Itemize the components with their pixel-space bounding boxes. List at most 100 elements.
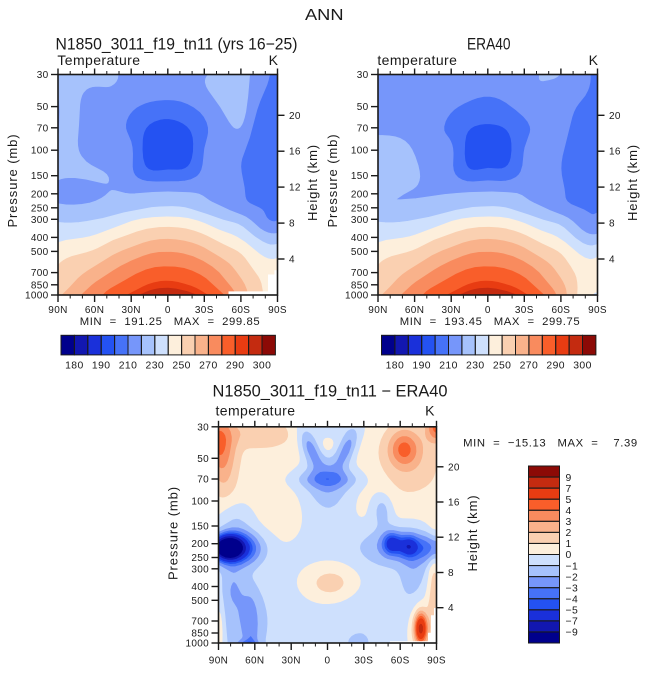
svg-text:Pressure (mb): Pressure (mb): [166, 486, 181, 580]
svg-text:100: 100: [351, 146, 369, 157]
svg-text:30: 30: [357, 70, 369, 81]
svg-text:−3: −3: [566, 583, 579, 594]
svg-text:1000: 1000: [25, 291, 49, 302]
svg-text:4: 4: [289, 255, 295, 266]
svg-text:16: 16: [289, 147, 301, 158]
svg-text:70: 70: [197, 475, 209, 486]
svg-text:−7: −7: [566, 617, 579, 628]
svg-text:200: 200: [31, 189, 49, 200]
svg-text:300: 300: [573, 361, 592, 372]
svg-text:50: 50: [197, 454, 209, 465]
svg-text:500: 500: [191, 596, 209, 607]
svg-text:250: 250: [351, 203, 369, 214]
svg-text:0: 0: [485, 305, 491, 316]
svg-text:180: 180: [65, 361, 84, 372]
svg-text:0: 0: [325, 656, 331, 667]
svg-text:30S: 30S: [195, 305, 214, 316]
svg-text:30N: 30N: [281, 656, 300, 667]
svg-text:300: 300: [253, 361, 272, 372]
svg-text:−4: −4: [566, 595, 579, 606]
svg-text:250: 250: [31, 203, 49, 214]
svg-text:7: 7: [566, 484, 572, 495]
svg-text:90N: 90N: [368, 305, 387, 316]
svg-text:230: 230: [146, 361, 165, 372]
svg-text:60N: 60N: [245, 656, 264, 667]
svg-text:500: 500: [31, 247, 49, 258]
svg-text:300: 300: [31, 215, 49, 226]
svg-text:400: 400: [351, 233, 369, 244]
svg-text:850: 850: [31, 280, 49, 291]
svg-text:3: 3: [566, 517, 572, 528]
svg-text:180: 180: [386, 361, 405, 372]
svg-text:Height (km): Height (km): [625, 144, 640, 221]
svg-text:700: 700: [31, 268, 49, 279]
svg-text:190: 190: [412, 361, 431, 372]
svg-text:MIN = −15.13 MAX = 7.3: MIN = −15.13 MAX = 7.39: [463, 438, 638, 450]
svg-text:K: K: [425, 402, 435, 418]
svg-text:250: 250: [191, 553, 209, 564]
svg-text:30S: 30S: [354, 656, 373, 667]
svg-text:MIN = 193.45 MAX = 299.7: MIN = 193.45 MAX = 299.75: [400, 316, 581, 328]
svg-text:290: 290: [546, 361, 565, 372]
svg-text:60N: 60N: [85, 305, 104, 316]
svg-text:9: 9: [566, 473, 572, 484]
svg-text:−9: −9: [566, 628, 579, 639]
svg-text:30N: 30N: [121, 305, 140, 316]
svg-text:temperature: temperature: [377, 52, 457, 68]
svg-text:16: 16: [448, 498, 460, 509]
svg-text:60N: 60N: [405, 305, 424, 316]
svg-text:270: 270: [199, 361, 218, 372]
svg-text:400: 400: [31, 233, 49, 244]
svg-text:4: 4: [448, 603, 454, 614]
svg-text:100: 100: [31, 146, 49, 157]
svg-text:850: 850: [191, 629, 209, 640]
svg-text:0: 0: [165, 305, 171, 316]
svg-text:K: K: [269, 52, 279, 68]
svg-text:150: 150: [191, 522, 209, 533]
svg-text:ERA40: ERA40: [467, 36, 511, 54]
svg-text:200: 200: [191, 539, 209, 550]
svg-text:190: 190: [92, 361, 111, 372]
svg-text:12: 12: [448, 533, 460, 544]
svg-text:60S: 60S: [391, 656, 410, 667]
svg-text:Height (km): Height (km): [305, 144, 320, 221]
svg-text:400: 400: [191, 582, 209, 593]
svg-text:90S: 90S: [268, 305, 287, 316]
svg-text:Temperature: Temperature: [57, 52, 140, 68]
svg-text:12: 12: [289, 183, 301, 194]
svg-text:50: 50: [357, 102, 369, 113]
svg-text:Pressure (mb): Pressure (mb): [5, 133, 20, 227]
svg-text:K: K: [589, 52, 599, 68]
svg-text:250: 250: [172, 361, 191, 372]
svg-text:8: 8: [448, 568, 454, 579]
svg-text:210: 210: [439, 361, 458, 372]
svg-text:4: 4: [566, 506, 572, 517]
svg-text:8: 8: [609, 219, 615, 230]
svg-text:8: 8: [289, 219, 295, 230]
svg-text:70: 70: [357, 123, 369, 134]
svg-text:90N: 90N: [209, 656, 228, 667]
svg-text:30S: 30S: [515, 305, 534, 316]
svg-text:90S: 90S: [588, 305, 607, 316]
svg-text:2: 2: [566, 528, 572, 539]
svg-text:30: 30: [197, 422, 209, 433]
svg-text:50: 50: [37, 102, 49, 113]
svg-text:−1: −1: [566, 561, 579, 572]
svg-text:30N: 30N: [441, 305, 460, 316]
svg-text:4: 4: [609, 255, 615, 266]
svg-text:90S: 90S: [427, 656, 446, 667]
svg-text:150: 150: [31, 171, 49, 182]
svg-text:−2: −2: [566, 572, 579, 583]
svg-text:20: 20: [289, 111, 301, 122]
svg-text:270: 270: [520, 361, 539, 372]
svg-text:temperature: temperature: [216, 402, 296, 418]
svg-text:20: 20: [448, 462, 460, 473]
svg-text:MIN = 191.25 MAX = 299.8: MIN = 191.25 MAX = 299.85: [80, 316, 261, 328]
svg-text:70: 70: [37, 123, 49, 134]
svg-text:700: 700: [191, 617, 209, 628]
svg-text:12: 12: [609, 183, 621, 194]
svg-text:Pressure (mb): Pressure (mb): [325, 133, 340, 227]
svg-text:250: 250: [493, 361, 512, 372]
svg-text:300: 300: [351, 215, 369, 226]
svg-text:5: 5: [566, 495, 572, 506]
